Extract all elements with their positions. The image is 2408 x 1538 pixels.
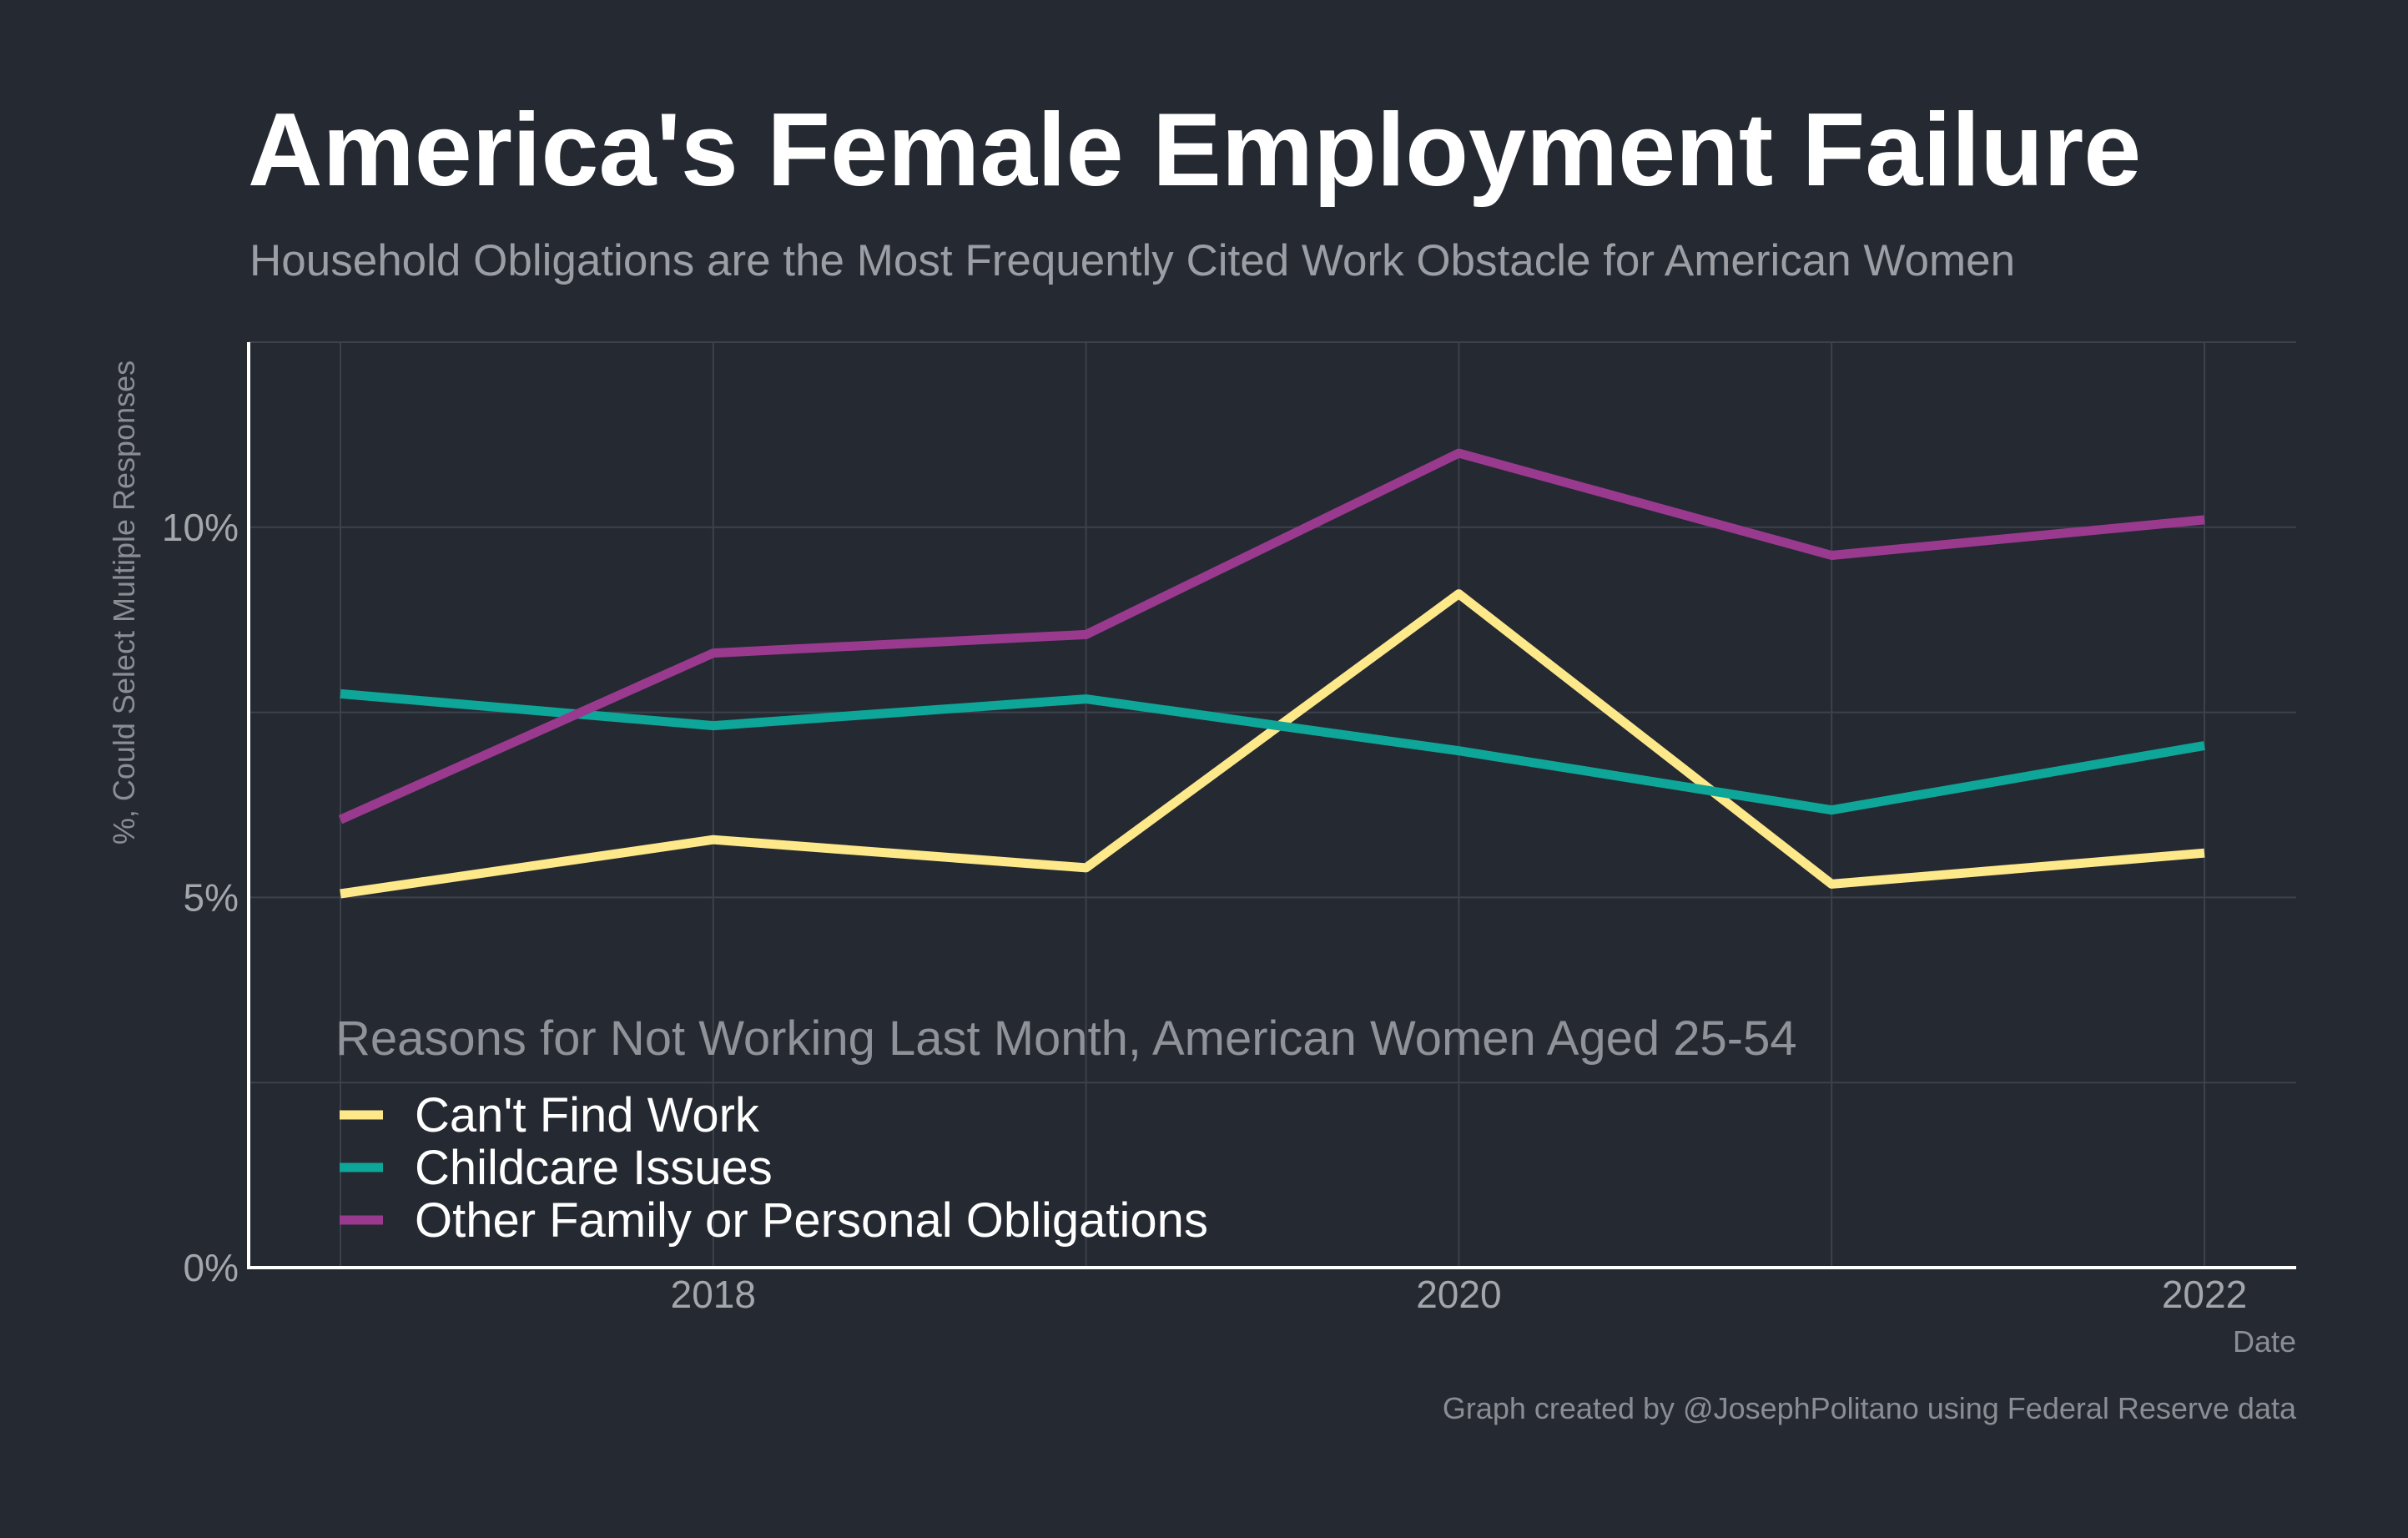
legend-label: Childcare Issues: [415, 1141, 773, 1195]
legend: Reasons for Not Working Last Month, Amer…: [335, 1011, 1797, 1248]
x-tick-label: 2018: [671, 1273, 756, 1316]
y-tick-label: 5%: [184, 875, 239, 919]
chart-caption: Graph created by @JosephPolitano using F…: [1443, 1391, 2297, 1425]
series-line-2: [340, 688, 2205, 815]
y-tick-label: 0%: [184, 1246, 239, 1289]
y-tick-label: 10%: [162, 506, 239, 549]
series-line-3: [338, 448, 2205, 824]
series-line-1: [340, 589, 2205, 899]
legend-label: Can't Find Work: [415, 1088, 760, 1142]
x-tick-label: 2022: [2162, 1273, 2247, 1316]
series-layer: [338, 448, 2205, 899]
x-axis-label: Date: [2233, 1324, 2296, 1359]
y-axis-label: %, Could Select Multiple Responses: [107, 361, 141, 845]
chart-subtitle: Household Obligations are the Most Frequ…: [249, 236, 2015, 285]
legend-title: Reasons for Not Working Last Month, Amer…: [335, 1011, 1797, 1066]
axis-layer: 0% 5% 10% 2018 2020 2022: [162, 342, 2296, 1316]
chart-title: America's Female Employment Failure: [248, 93, 2141, 208]
legend-label: Other Family or Personal Obligations: [415, 1193, 1208, 1248]
x-tick-label: 2020: [1416, 1273, 1501, 1316]
